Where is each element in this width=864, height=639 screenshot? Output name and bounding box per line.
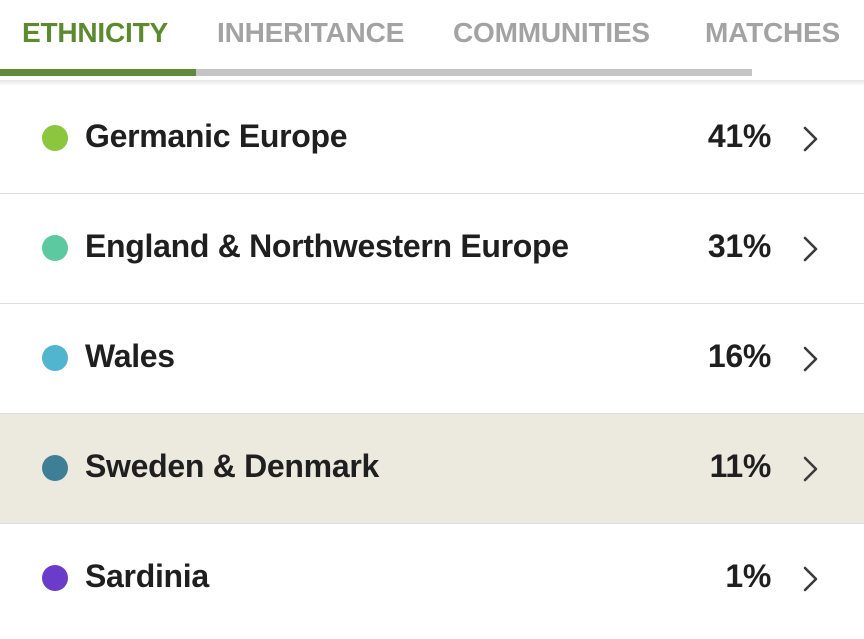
region-color-dot [42, 345, 68, 371]
region-row-wales[interactable]: Wales 16% [0, 304, 864, 414]
active-tab-indicator [0, 69, 196, 76]
tab-bar: ETHNICITY INHERITANCE COMMUNITIES MATCHE… [0, 0, 864, 80]
region-name: Sweden & Denmark [85, 448, 379, 484]
region-percent: 41% [707, 118, 771, 154]
tab-communities[interactable]: COMMUNITIES [453, 17, 650, 48]
tab-matches[interactable]: MATCHES [705, 17, 840, 48]
region-color-dot [42, 565, 68, 591]
tab-scroll-track [0, 69, 752, 76]
tab-bar-shadow [0, 80, 864, 86]
region-name: England & Northwestern Europe [85, 228, 569, 264]
region-row-sweden-denmark[interactable]: Sweden & Denmark 11% [0, 414, 864, 524]
region-percent: 11% [709, 448, 772, 484]
region-name: Sardinia [85, 558, 209, 594]
region-name: Germanic Europe [85, 118, 348, 154]
region-row-sardinia[interactable]: Sardinia 1% [0, 524, 864, 634]
region-color-dot [42, 125, 68, 151]
chevron-right-icon [803, 456, 818, 482]
chevron-right-icon [803, 236, 818, 262]
region-row-germanic-europe[interactable]: Germanic Europe 41% [0, 84, 864, 194]
region-percent: 31% [707, 228, 771, 264]
region-name: Wales [85, 338, 175, 374]
region-row-england-northwestern-europe[interactable]: England & Northwestern Europe 31% [0, 194, 864, 304]
region-percent: 1% [725, 558, 771, 594]
region-percent: 16% [707, 338, 771, 374]
region-color-dot [42, 455, 68, 481]
chevron-right-icon [803, 346, 818, 372]
ethnicity-region-list: Germanic Europe 41% England & Northweste… [0, 84, 864, 634]
region-color-dot [42, 235, 68, 261]
chevron-right-icon [803, 566, 818, 592]
chevron-right-icon [803, 126, 818, 152]
tab-inheritance[interactable]: INHERITANCE [217, 17, 405, 48]
tab-ethnicity[interactable]: ETHNICITY [22, 17, 168, 48]
